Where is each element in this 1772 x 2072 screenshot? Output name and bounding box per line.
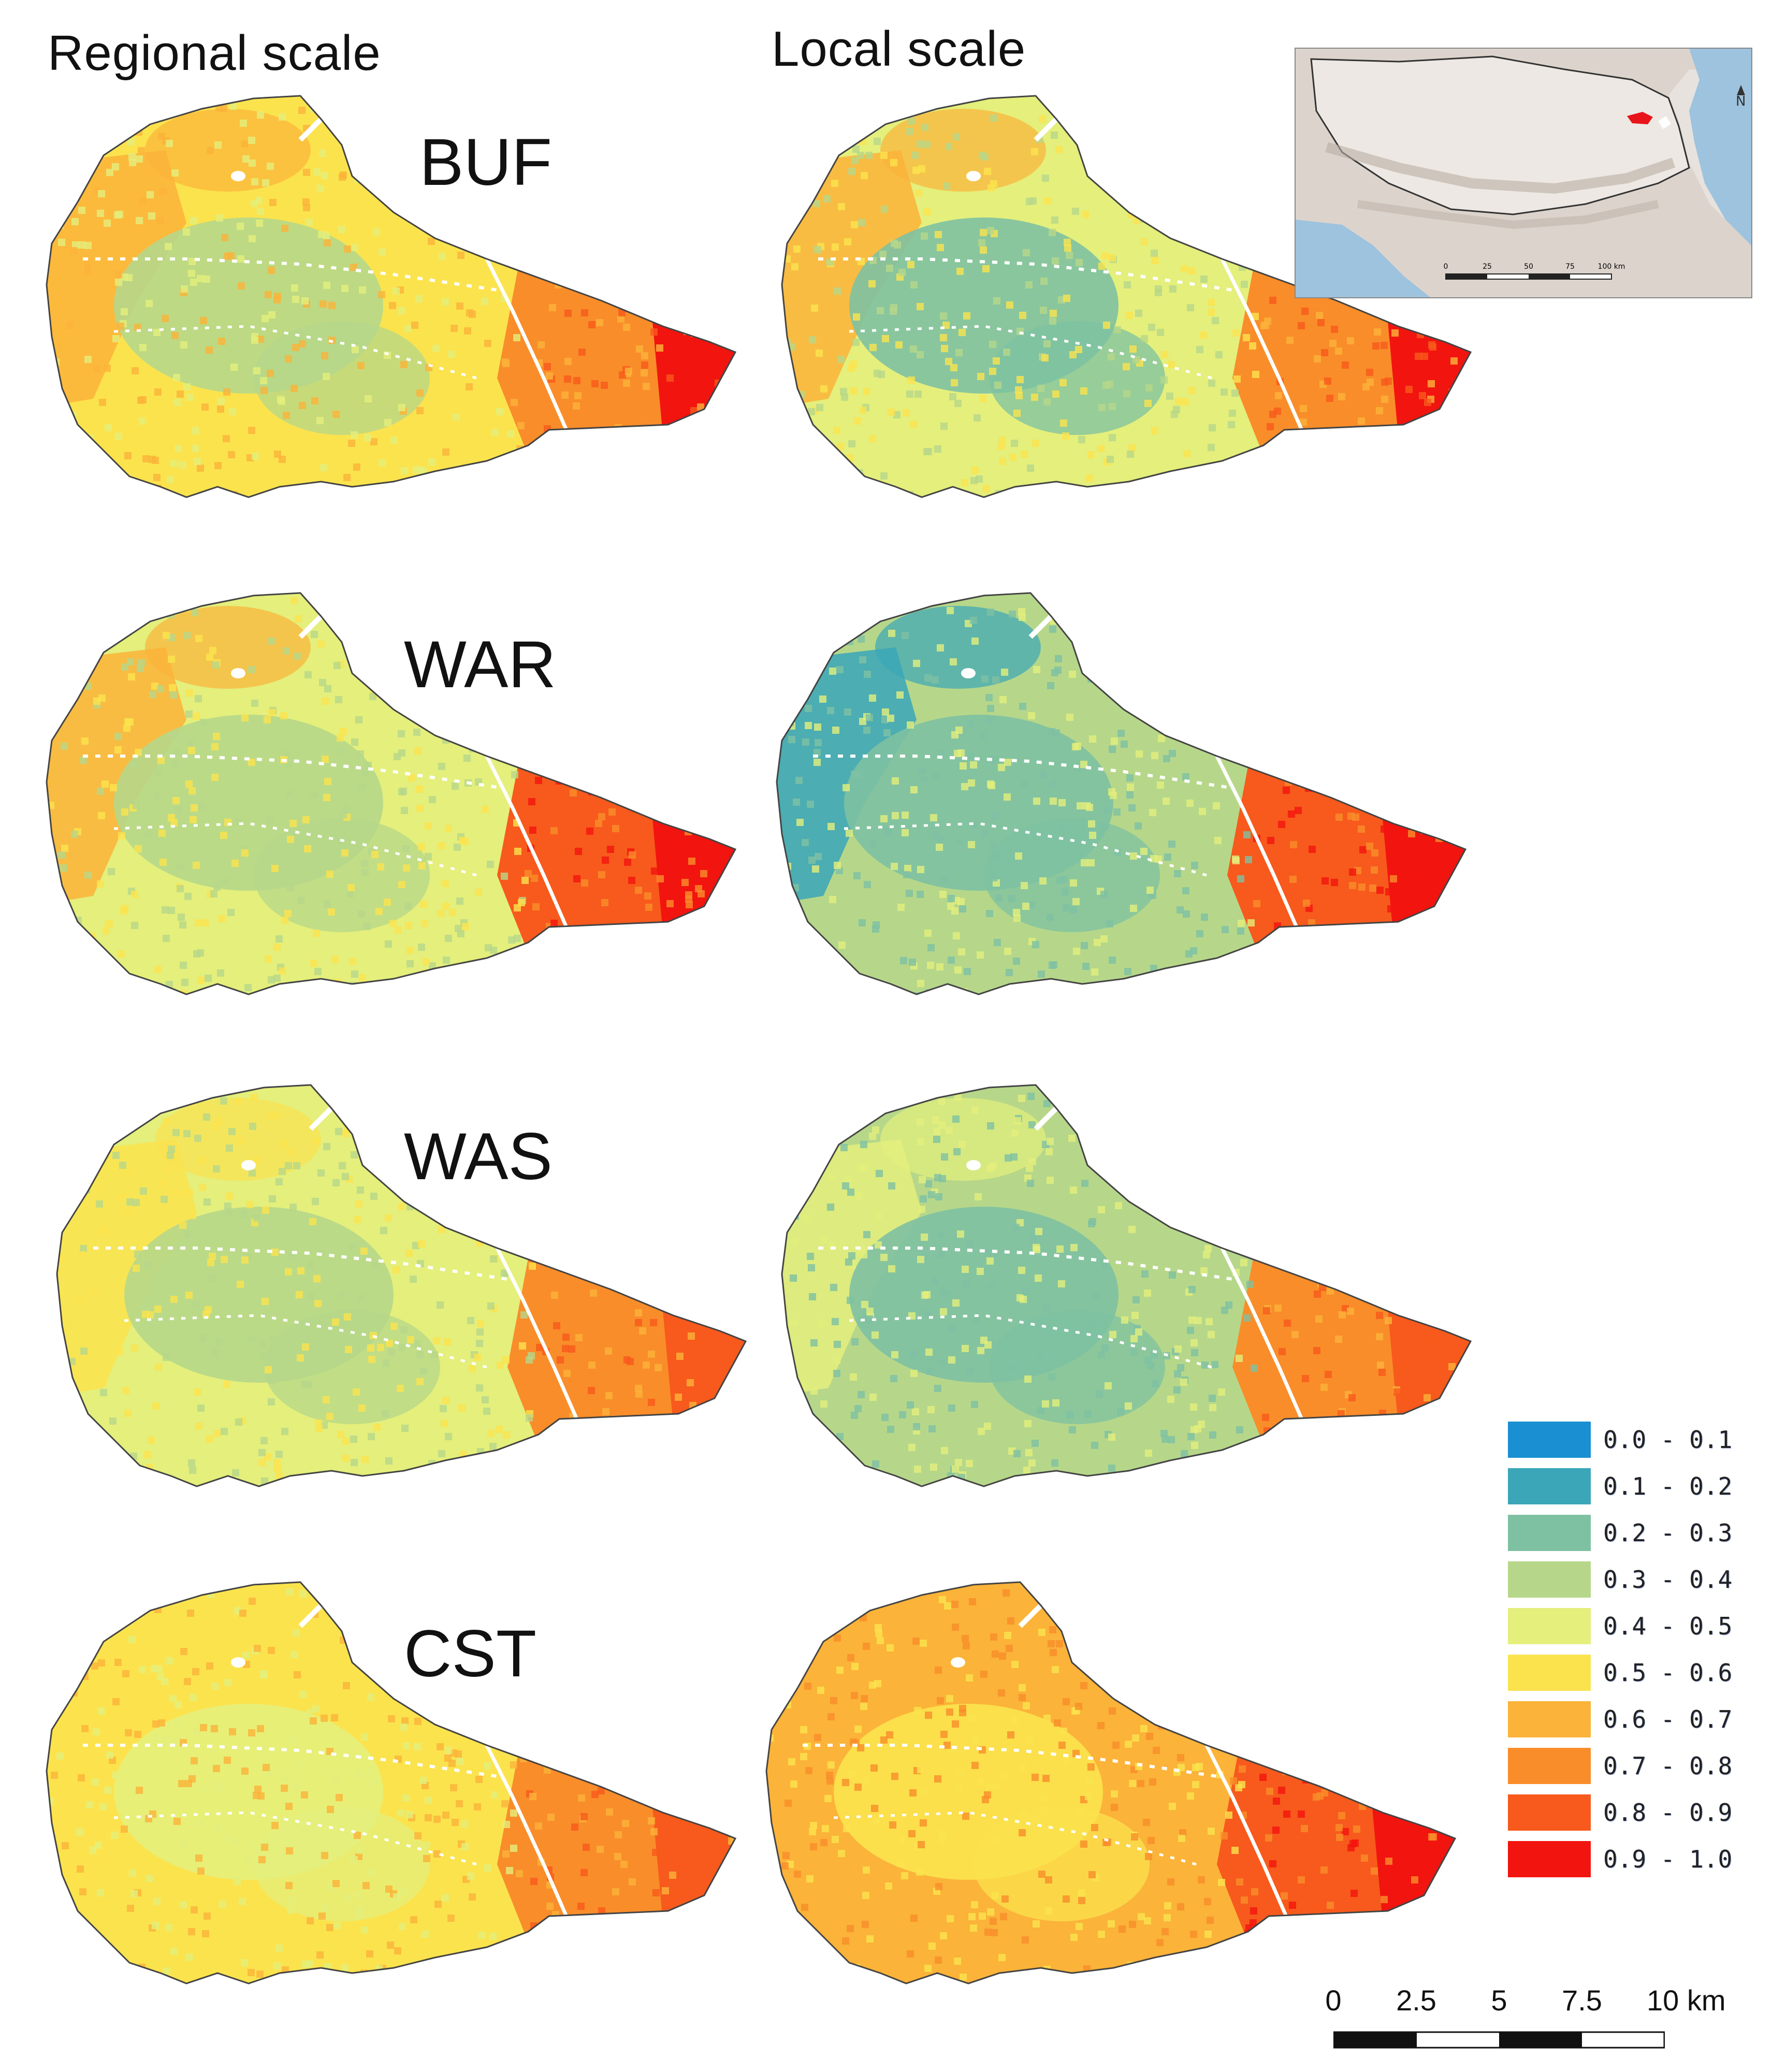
legend-label: 0.0 - 0.1 bbox=[1603, 1426, 1733, 1454]
map-cst-local-graphic bbox=[765, 1581, 1457, 1984]
legend-item: 0.4 - 0.5 bbox=[1508, 1603, 1732, 1649]
legend-item: 0.7 - 0.8 bbox=[1508, 1743, 1732, 1789]
scale-bar bbox=[1333, 2031, 1665, 2049]
legend-swatch bbox=[1508, 1422, 1591, 1458]
map-buf-regional bbox=[31, 88, 777, 570]
north-arrow-label: N bbox=[1736, 94, 1746, 109]
legend-swatch bbox=[1508, 1561, 1591, 1598]
inset-scale-50: 50 bbox=[1524, 263, 1533, 271]
map-was-regional-graphic bbox=[56, 1084, 747, 1487]
legend-swatch bbox=[1508, 1655, 1591, 1691]
legend-item: 0.5 - 0.6 bbox=[1508, 1649, 1732, 1696]
legend-swatch bbox=[1508, 1468, 1591, 1504]
row-label-war: WAR bbox=[404, 628, 556, 702]
map-war-regional bbox=[31, 585, 777, 1067]
legend-item: 0.2 - 0.3 bbox=[1508, 1510, 1732, 1556]
legend-item: 0.1 - 0.2 bbox=[1508, 1463, 1732, 1510]
map-was-regional bbox=[41, 1077, 787, 1559]
legend-item: 0.6 - 0.7 bbox=[1508, 1696, 1732, 1743]
legend-label: 0.7 - 0.8 bbox=[1603, 1752, 1733, 1780]
legend-item: 0.0 - 0.1 bbox=[1508, 1416, 1732, 1463]
region-boundary bbox=[1310, 55, 1690, 215]
legend-label: 0.9 - 1.0 bbox=[1603, 1845, 1733, 1873]
legend: 0.0 - 0.1 0.1 - 0.2 0.2 - 0.3 0.3 - 0.4 … bbox=[1508, 1416, 1732, 1882]
sea-adriatic bbox=[1689, 49, 1751, 245]
inset-locator-map: N 0 25 50 75 100 km bbox=[1295, 48, 1752, 298]
legend-item: 0.3 - 0.4 bbox=[1508, 1556, 1732, 1603]
inset-scale-100: 100 km bbox=[1598, 263, 1625, 271]
inset-scale-25: 25 bbox=[1483, 263, 1492, 271]
legend-label: 0.5 - 0.6 bbox=[1603, 1659, 1733, 1687]
inset-map-graphic: N 0 25 50 75 100 km bbox=[1296, 49, 1751, 297]
sea-tyrrhenian bbox=[1296, 220, 1430, 297]
scale-tick-10-km: 10 km bbox=[1647, 1984, 1726, 2017]
legend-swatch bbox=[1508, 1748, 1591, 1784]
legend-swatch bbox=[1508, 1608, 1591, 1644]
inset-scale-75: 75 bbox=[1565, 263, 1575, 271]
legend-label: 0.2 - 0.3 bbox=[1603, 1519, 1733, 1547]
legend-label: 0.3 - 0.4 bbox=[1603, 1566, 1733, 1593]
map-cst-local bbox=[751, 1574, 1497, 2056]
legend-label: 0.6 - 0.7 bbox=[1603, 1705, 1733, 1733]
legend-label: 0.1 - 0.2 bbox=[1603, 1472, 1733, 1500]
legend-swatch bbox=[1508, 1701, 1591, 1737]
map-cst-regional-graphic bbox=[46, 1581, 737, 1984]
legend-label: 0.4 - 0.5 bbox=[1603, 1612, 1733, 1640]
map-was-local-graphic bbox=[781, 1084, 1472, 1487]
scale-tick-5: 5 bbox=[1491, 1984, 1507, 2017]
row-label-cst: CST bbox=[404, 1617, 536, 1691]
map-war-local-graphic bbox=[776, 592, 1467, 995]
legend-swatch bbox=[1508, 1515, 1591, 1551]
legend-swatch bbox=[1508, 1794, 1591, 1831]
scale-tick-7-5: 7.5 bbox=[1562, 1984, 1602, 2017]
legend-item: 0.9 - 1.0 bbox=[1508, 1836, 1732, 1882]
map-war-local bbox=[761, 585, 1507, 1067]
legend-label: 0.8 - 0.9 bbox=[1603, 1799, 1733, 1827]
local-scale-title: Local scale bbox=[772, 21, 1026, 77]
study-area-marker bbox=[1627, 112, 1653, 124]
scale-tick-0: 0 bbox=[1325, 1984, 1342, 2017]
map-war-regional-graphic bbox=[46, 592, 737, 995]
map-buf-regional-graphic bbox=[46, 95, 737, 498]
scale-tick-2-5: 2.5 bbox=[1396, 1984, 1436, 2017]
map-cst-regional bbox=[31, 1574, 777, 2056]
legend-swatch bbox=[1508, 1841, 1591, 1877]
regional-scale-title: Regional scale bbox=[48, 25, 381, 81]
legend-item: 0.8 - 0.9 bbox=[1508, 1789, 1732, 1836]
inset-scale-0: 0 bbox=[1444, 263, 1448, 271]
row-label-was: WAS bbox=[404, 1120, 553, 1194]
map-was-local bbox=[766, 1077, 1512, 1559]
row-label-buf: BUF bbox=[419, 125, 552, 199]
north-arrow-icon bbox=[1737, 85, 1745, 95]
